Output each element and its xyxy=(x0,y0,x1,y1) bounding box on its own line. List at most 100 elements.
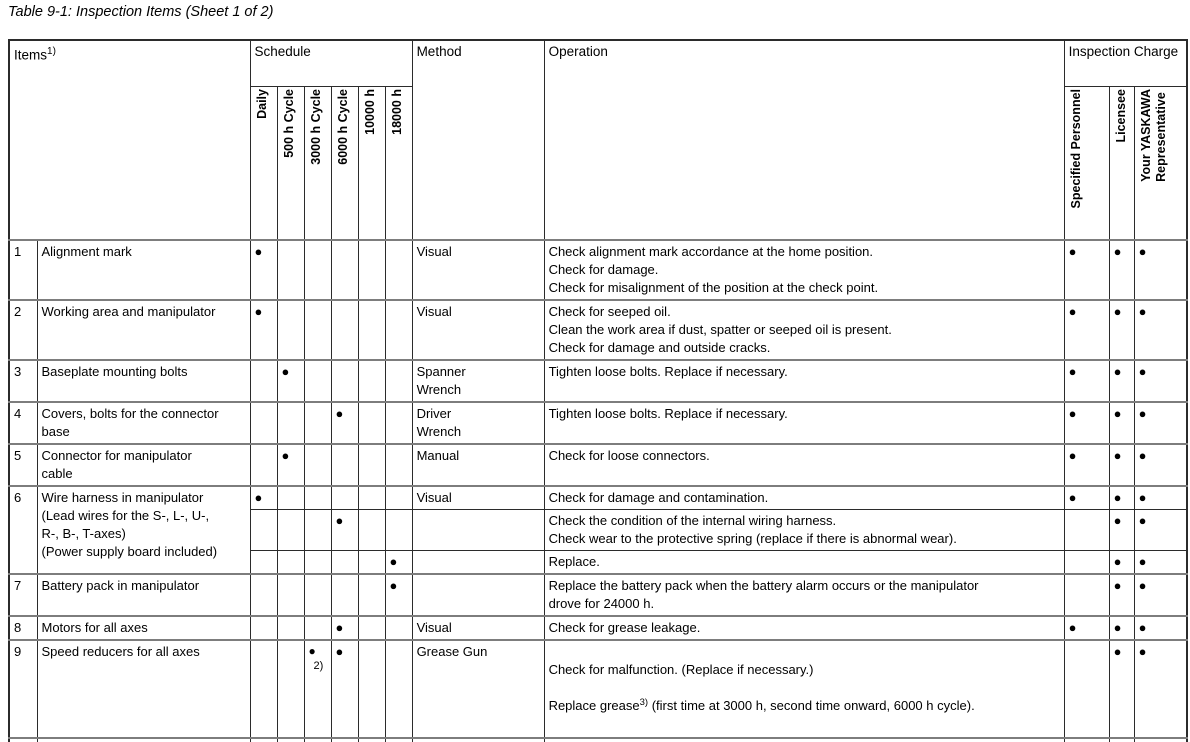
method-cell: Visual xyxy=(411,239,545,301)
schedule-cell-18000h xyxy=(384,239,413,301)
schedule-col-10000h-label: 10000 h xyxy=(362,88,377,135)
schedule-cell-10000h xyxy=(357,615,386,641)
schedule-cell-18000h xyxy=(384,615,413,641)
schedule-cell-daily: ● xyxy=(249,239,278,301)
schedule-cell-500h xyxy=(276,509,305,551)
item-number: 1 xyxy=(8,239,38,301)
schedule-col-6000h-label: 6000 h Cycle xyxy=(335,88,350,165)
charge-cell-yaskawa: ● xyxy=(1133,615,1188,641)
item-number: 2 xyxy=(8,299,38,361)
schedule-cell-daily xyxy=(249,550,278,575)
schedule-col-10000h: 10000 h xyxy=(357,85,386,241)
schedule-cell-500h xyxy=(276,573,305,617)
text-fragment: Replace grease xyxy=(548,698,640,713)
text-fragment: (first time at 3000 h, second time onwar… xyxy=(648,698,975,713)
table-row-6a: 6 Wire harness in manipulator (Lead wire… xyxy=(8,485,1188,575)
schedule-cell-6000h xyxy=(330,443,359,487)
charge-cell-specified-personnel: ● xyxy=(1063,359,1110,403)
charge-cell-yaskawa: ● xyxy=(1133,299,1188,361)
schedule-cell-500h: ● xyxy=(276,443,305,487)
schedule-cell-6000h xyxy=(330,239,359,301)
schedule-cell-500h xyxy=(276,550,305,575)
inspection-charge-header: Inspection Charge xyxy=(1063,39,1188,87)
schedule-col-3000h: 3000 h Cycle xyxy=(303,85,332,241)
schedule-cell-10000h xyxy=(357,239,386,301)
charge-cell-yaskawa: ● xyxy=(1133,737,1188,742)
item-name: R-, B-, and T-axes gear xyxy=(36,737,251,742)
charge-col-specified-personnel-label: Specified Personnel xyxy=(1068,88,1083,208)
operation-cell: Tighten loose bolts. Replace if necessar… xyxy=(543,359,1065,403)
schedule-col-3000h-label: 3000 h Cycle xyxy=(308,88,323,165)
item-number: 6 xyxy=(8,485,38,575)
schedule-cell-daily: ● xyxy=(249,299,278,361)
charge-cell-yaskawa: ● xyxy=(1133,239,1188,301)
schedule-cell-500h: ● xyxy=(276,359,305,403)
schedule-cell-10000h xyxy=(357,401,386,445)
charge-cell-licensee: ● xyxy=(1108,401,1135,445)
operation-cell: Check for malfunction. (Replace if neces… xyxy=(543,737,1065,742)
schedule-cell-6000h: ● xyxy=(330,401,359,445)
method-cell xyxy=(411,509,545,551)
item-number: 7 xyxy=(8,573,38,617)
charge-cell-licensee: ● xyxy=(1108,573,1135,617)
schedule-cell-daily xyxy=(249,737,278,742)
charge-col-yaskawa-representative: Your YASKAWA Representative xyxy=(1133,85,1188,241)
footnote-ref-3: 3) xyxy=(639,697,649,708)
schedule-cell-6000h xyxy=(330,359,359,403)
schedule-cell-6000h: ● xyxy=(330,509,359,551)
table-header-row-top: Items1) Schedule Method Operation Inspec… xyxy=(8,39,1188,241)
schedule-cell-18000h xyxy=(384,401,413,445)
table-row-10: 10 R-, B-, and T-axes gear ● 2) ● Grease… xyxy=(8,737,1188,742)
charge-cell-specified-personnel: ● xyxy=(1063,239,1110,301)
table-row-3: 3 Baseplate mounting bolts ● Spanner Wre… xyxy=(8,359,1188,403)
charge-cell-specified-personnel xyxy=(1063,639,1110,739)
schedule-col-daily: Daily xyxy=(249,85,278,241)
items-header: Items1) xyxy=(8,39,251,241)
footnote-ref-1: 1) xyxy=(47,46,56,57)
charge-cell-licensee: ● xyxy=(1108,239,1135,301)
schedule-col-daily-label: Daily xyxy=(254,88,269,119)
method-cell: Manual xyxy=(411,443,545,487)
schedule-cell-10000h xyxy=(357,550,386,575)
schedule-cell-10000h xyxy=(357,443,386,487)
charge-cell-specified-personnel: ● xyxy=(1063,299,1110,361)
item-number: 3 xyxy=(8,359,38,403)
charge-cell-specified-personnel: ● xyxy=(1063,615,1110,641)
schedule-cell-500h xyxy=(276,737,305,742)
charge-cell-licensee: ● xyxy=(1108,299,1135,361)
schedule-cell-500h xyxy=(276,639,305,739)
schedule-cell-18000h: ● xyxy=(384,550,413,575)
inspection-items-table: Items1) Schedule Method Operation Inspec… xyxy=(8,39,1189,742)
method-cell: Spanner Wrench xyxy=(411,359,545,403)
charge-cell-licensee: ● xyxy=(1108,443,1135,487)
charge-col-specified-personnel: Specified Personnel xyxy=(1063,85,1110,241)
schedule-cell-18000h xyxy=(384,639,413,739)
schedule-cell-3000h xyxy=(303,573,332,617)
schedule-header: Schedule xyxy=(249,39,413,87)
charge-cell-specified-personnel xyxy=(1063,573,1110,617)
schedule-cell-3000h xyxy=(303,299,332,361)
schedule-cell-6000h xyxy=(330,299,359,361)
operation-cell: Check for malfunction. (Replace if neces… xyxy=(543,639,1065,739)
table-header-row-sub: Daily 500 h Cycle 3000 h Cycle 6000 h Cy… xyxy=(9,85,1188,241)
schedule-cell-daily xyxy=(249,359,278,403)
charge-cell-yaskawa: ● xyxy=(1133,509,1188,551)
schedule-cell-6000h xyxy=(330,485,359,510)
charge-col-licensee: Licensee xyxy=(1108,85,1135,241)
charge-cell-yaskawa: ● xyxy=(1133,443,1188,487)
item-number: 9 xyxy=(8,639,38,739)
schedule-cell-500h xyxy=(276,299,305,361)
method-cell: Visual xyxy=(411,299,545,361)
schedule-cell-18000h xyxy=(384,299,413,361)
schedule-cell-18000h: ● xyxy=(384,573,413,617)
charge-cell-specified-personnel: ● xyxy=(1063,485,1110,510)
schedule-cell-500h xyxy=(276,485,305,510)
table-row-8: 8 Motors for all axes ● Visual Check for… xyxy=(8,615,1188,641)
charge-cell-licensee: ● xyxy=(1108,485,1135,510)
operation-cell: Tighten loose bolts. Replace if necessar… xyxy=(543,401,1065,445)
table-row-7: 7 Battery pack in manipulator ● Replace … xyxy=(8,573,1188,617)
item-number: 10 xyxy=(8,737,38,742)
item-name: Working area and manipulator xyxy=(36,299,251,361)
item-name: Battery pack in manipulator xyxy=(36,573,251,617)
